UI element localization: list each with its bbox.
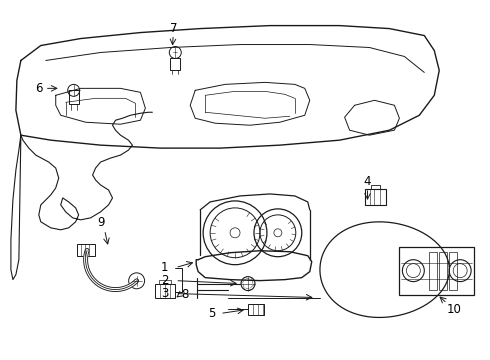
Bar bbox=[429, 252, 437, 289]
Bar bbox=[171, 58, 180, 71]
Bar bbox=[77, 244, 95, 256]
Bar bbox=[449, 252, 457, 289]
Bar bbox=[399, 247, 474, 294]
Bar bbox=[69, 90, 78, 104]
Bar bbox=[155, 284, 175, 298]
Text: 9: 9 bbox=[97, 216, 104, 229]
Text: 3: 3 bbox=[161, 287, 168, 300]
Text: 10: 10 bbox=[447, 303, 462, 316]
Text: 8: 8 bbox=[181, 288, 189, 301]
Bar bbox=[365, 189, 387, 205]
Text: 1: 1 bbox=[161, 261, 168, 274]
Bar bbox=[248, 303, 264, 315]
Text: 6: 6 bbox=[35, 82, 43, 95]
Text: 4: 4 bbox=[364, 175, 371, 189]
Text: 2: 2 bbox=[161, 274, 168, 287]
Bar bbox=[439, 252, 447, 289]
Text: 5: 5 bbox=[208, 307, 215, 320]
Text: 7: 7 bbox=[170, 22, 177, 35]
